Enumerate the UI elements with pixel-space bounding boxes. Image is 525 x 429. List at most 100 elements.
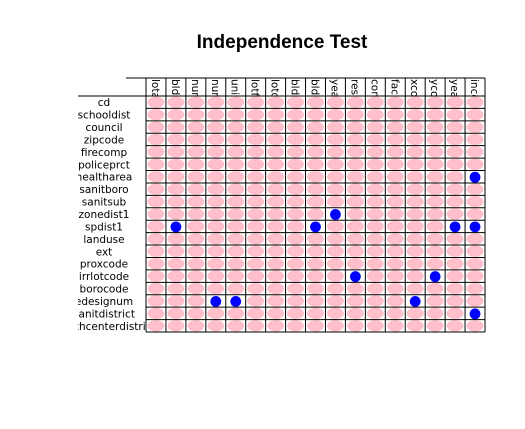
independent-marker <box>247 257 265 270</box>
independent-marker <box>187 295 205 307</box>
independent-marker <box>187 220 205 233</box>
independent-marker <box>366 282 384 295</box>
independent-marker <box>207 171 225 183</box>
independent-marker <box>167 245 185 257</box>
independent-marker <box>426 158 444 171</box>
independent-marker <box>267 146 284 158</box>
independent-marker <box>347 108 364 121</box>
independent-marker <box>466 282 484 295</box>
independent-marker <box>406 146 424 158</box>
independent-marker <box>426 108 444 121</box>
independent-marker <box>327 158 344 171</box>
independent-marker <box>406 195 424 208</box>
column-label: lotdep <box>269 79 281 113</box>
independent-marker <box>207 133 225 146</box>
independent-marker <box>366 108 384 121</box>
independent-marker <box>406 270 424 282</box>
independent-marker <box>366 146 384 158</box>
independent-marker <box>426 220 444 233</box>
column-label: numblc <box>189 79 201 118</box>
independent-marker <box>366 183 384 195</box>
independent-marker <box>347 282 364 295</box>
independent-marker <box>347 195 364 208</box>
independent-marker <box>366 295 384 307</box>
independent-marker <box>187 320 205 332</box>
independent-marker <box>446 245 464 257</box>
column-label: bldgfrc <box>289 79 301 116</box>
independent-marker <box>386 195 404 208</box>
independent-marker <box>327 183 344 195</box>
independent-marker <box>227 270 245 282</box>
row-label: sanitboro <box>79 184 128 196</box>
independent-marker <box>287 208 304 220</box>
independent-marker <box>347 307 364 320</box>
independent-marker <box>386 233 404 245</box>
independent-marker <box>207 220 225 233</box>
independent-marker <box>307 282 324 295</box>
independent-marker <box>227 133 245 146</box>
independent-marker <box>426 121 444 133</box>
column-label: yearbu <box>328 79 340 116</box>
independent-marker <box>207 320 225 332</box>
independent-marker <box>187 282 205 295</box>
independent-marker <box>347 233 364 245</box>
independent-marker <box>187 195 205 208</box>
independent-marker <box>446 108 464 121</box>
independent-marker <box>207 257 225 270</box>
independent-marker <box>227 195 245 208</box>
independent-marker <box>287 295 304 307</box>
row-label: sanitsub <box>82 197 127 209</box>
independent-marker <box>227 307 245 320</box>
independent-marker <box>287 245 304 257</box>
independent-marker <box>426 307 444 320</box>
independent-marker <box>386 295 404 307</box>
independent-marker <box>307 233 324 245</box>
independent-marker <box>386 158 404 171</box>
independent-marker <box>406 183 424 195</box>
independent-marker <box>347 96 364 108</box>
independent-marker <box>207 245 225 257</box>
independent-marker <box>426 233 444 245</box>
independent-marker <box>287 158 304 171</box>
independent-marker <box>187 245 205 257</box>
independent-marker <box>347 257 364 270</box>
independent-marker <box>167 171 185 183</box>
independent-marker <box>247 108 265 121</box>
independent-marker <box>327 245 344 257</box>
independent-marker <box>267 307 284 320</box>
independent-marker <box>147 282 165 295</box>
independent-marker <box>386 108 404 121</box>
dependent-marker <box>429 271 441 283</box>
independent-marker <box>406 220 424 233</box>
independent-marker <box>147 195 165 208</box>
independent-marker <box>366 133 384 146</box>
independent-marker <box>446 183 464 195</box>
dependent-marker <box>310 221 321 233</box>
independent-marker <box>307 183 324 195</box>
independent-marker <box>247 233 265 245</box>
row-label: edesignum <box>75 296 133 308</box>
independent-marker <box>327 195 344 208</box>
column-label: unitsre <box>229 79 241 115</box>
independent-marker <box>147 320 165 332</box>
independent-marker <box>147 220 165 233</box>
column-label: bldgar <box>169 79 181 113</box>
independent-marker <box>287 96 304 108</box>
chart-title: Independence Test <box>197 32 368 53</box>
independent-marker <box>347 146 364 158</box>
independent-marker <box>386 270 404 282</box>
independent-marker <box>366 96 384 108</box>
independent-marker <box>426 282 444 295</box>
independent-marker <box>147 96 165 108</box>
independent-marker <box>267 220 284 233</box>
independent-marker <box>446 158 464 171</box>
independent-marker <box>466 295 484 307</box>
independent-marker <box>386 133 404 146</box>
independent-marker <box>327 171 344 183</box>
independent-marker <box>287 133 304 146</box>
independent-marker <box>366 158 384 171</box>
independent-marker <box>327 233 344 245</box>
independent-marker <box>406 121 424 133</box>
independent-marker <box>366 307 384 320</box>
independent-marker <box>227 121 245 133</box>
